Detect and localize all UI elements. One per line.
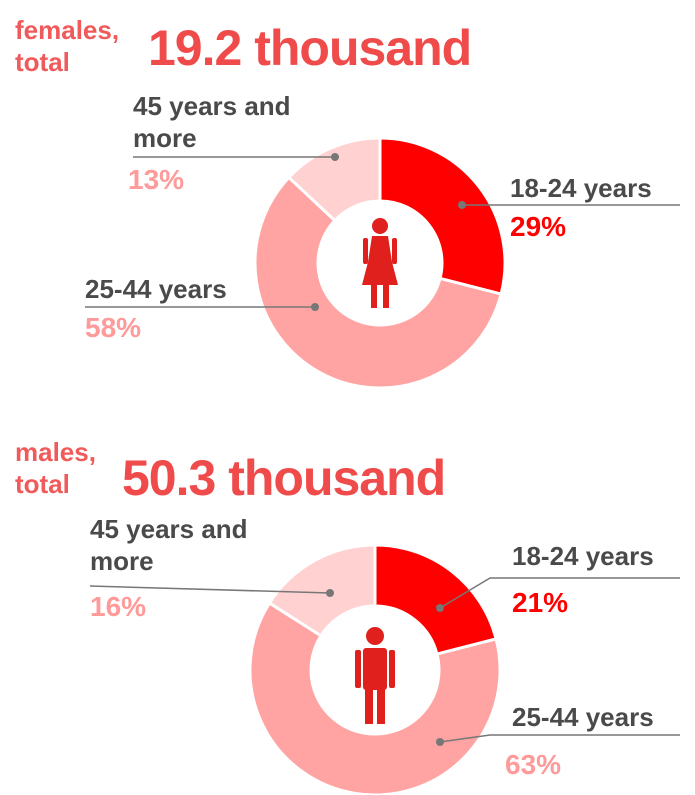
category-label: 45 years and more <box>90 514 248 576</box>
donut-segment <box>378 136 507 296</box>
chart-subtitle: males, total <box>15 437 96 499</box>
donut-segment <box>286 136 382 223</box>
leader-dot <box>326 589 334 597</box>
chart-subtitle: females, total <box>15 15 120 77</box>
leader-dot <box>311 303 319 311</box>
category-label: 25-44 years <box>512 702 654 732</box>
male-icon <box>355 627 395 724</box>
category-label: 25-44 years <box>85 274 227 304</box>
female-icon <box>362 218 398 308</box>
donut-segment <box>253 175 503 390</box>
category-label: 45 years and more <box>133 91 291 153</box>
category-label: 18-24 years <box>512 541 654 571</box>
leader-dot <box>331 153 339 161</box>
leader-line <box>439 734 680 743</box>
value-label: 16% <box>90 591 147 622</box>
chart-title: 50.3 thousand <box>122 450 446 506</box>
value-label: 29% <box>510 211 567 242</box>
leader-line <box>439 577 680 609</box>
value-label: 63% <box>505 749 562 780</box>
value-label: 13% <box>128 164 185 195</box>
leader-dot <box>458 201 466 209</box>
value-label: 58% <box>85 312 142 343</box>
leader-line <box>89 585 331 594</box>
leader-dot <box>436 604 444 612</box>
chart-title: 19.2 thousand <box>148 20 472 76</box>
donut-segment <box>373 543 498 656</box>
leader-dot <box>436 738 444 746</box>
category-label: 18-24 years <box>510 173 652 203</box>
value-label: 21% <box>512 587 569 618</box>
donut-segment <box>248 600 502 795</box>
donut-segment <box>267 543 377 638</box>
